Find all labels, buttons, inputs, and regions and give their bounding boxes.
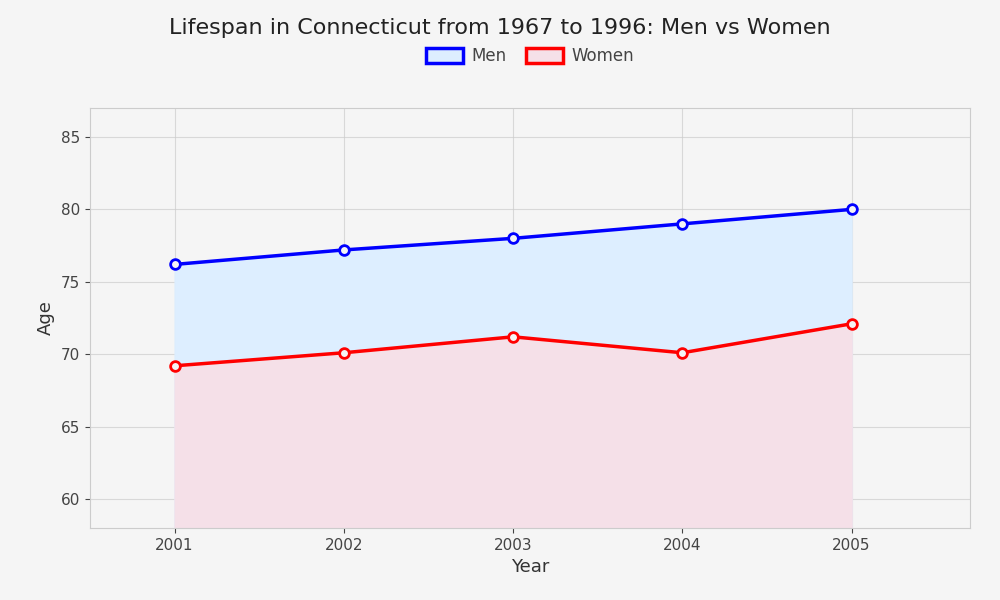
Text: Lifespan in Connecticut from 1967 to 1996: Men vs Women: Lifespan in Connecticut from 1967 to 199… <box>169 18 831 38</box>
Legend: Men, Women: Men, Women <box>419 41 641 72</box>
Y-axis label: Age: Age <box>37 301 55 335</box>
X-axis label: Year: Year <box>511 558 549 576</box>
